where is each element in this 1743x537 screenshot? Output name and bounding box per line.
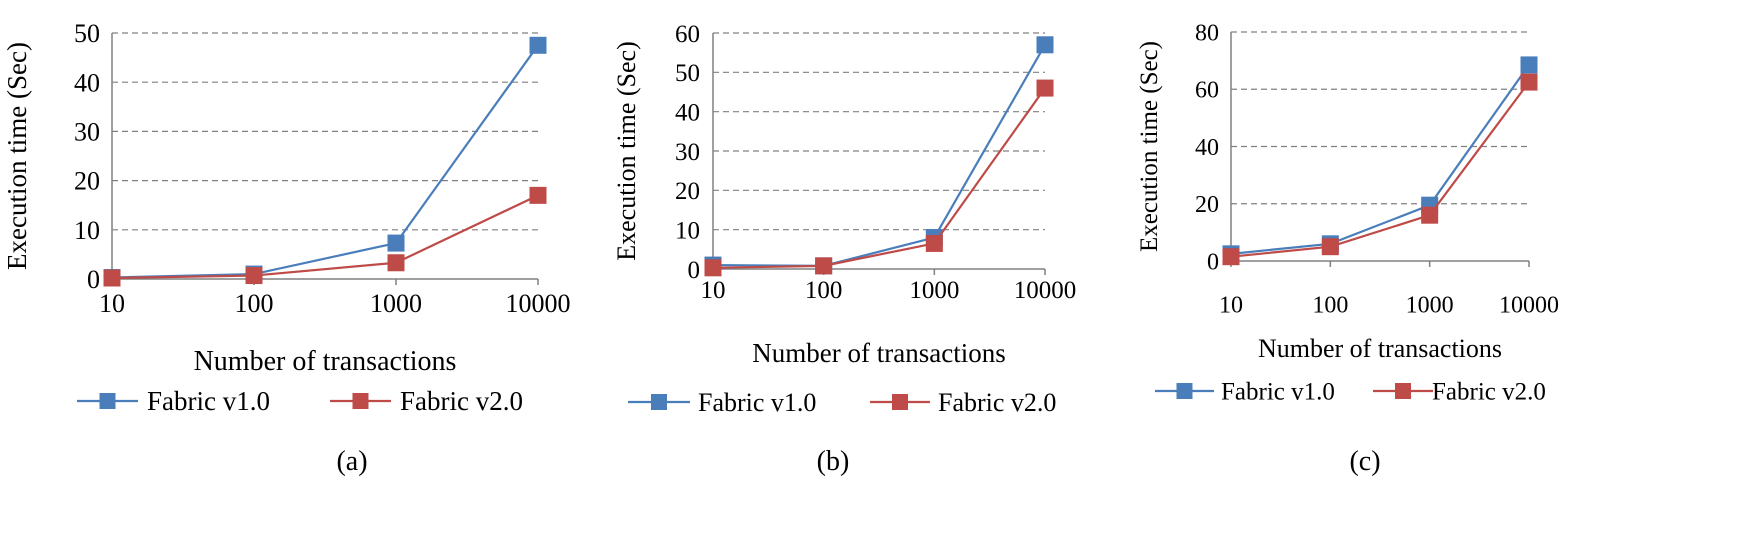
data-point bbox=[103, 269, 121, 287]
legend-label: Fabric v1.0 bbox=[698, 388, 816, 417]
data-point bbox=[925, 234, 943, 252]
legend-marker bbox=[892, 394, 908, 410]
y-tick-label: 20 bbox=[74, 167, 100, 196]
y-axis-label: Execution time (Sec) bbox=[612, 41, 641, 260]
legend-marker bbox=[352, 393, 369, 409]
series-line bbox=[111, 194, 539, 280]
x-tick-label: 1000 bbox=[1406, 292, 1454, 318]
x-axis-label: Number of transactions bbox=[194, 346, 457, 377]
x-tick-label: 100 bbox=[1312, 292, 1348, 318]
panel-label: (c) bbox=[1349, 446, 1380, 477]
y-tick-label: 10 bbox=[74, 216, 100, 245]
legend-marker bbox=[651, 394, 667, 410]
data-point bbox=[245, 267, 263, 285]
series-line bbox=[1230, 81, 1530, 258]
x-tick-label: 1000 bbox=[370, 289, 422, 318]
y-tick-label: 80 bbox=[1195, 20, 1219, 46]
y-tick-label: 20 bbox=[1195, 192, 1219, 218]
x-tick-label: 10 bbox=[1219, 292, 1243, 318]
y-tick-label: 40 bbox=[675, 99, 700, 126]
y-tick-label: 0 bbox=[1207, 249, 1219, 275]
data-point bbox=[1520, 73, 1538, 91]
chart-panel: 0 20 40 60 80 10 100 1000 10000 Number of transac… bbox=[1136, 20, 1559, 477]
legend-label: Fabric v2.0 bbox=[938, 388, 1056, 417]
x-tick-label: 10000 bbox=[1499, 292, 1559, 318]
y-tick-label: 0 bbox=[87, 265, 100, 294]
y-tick-label: 20 bbox=[675, 178, 700, 205]
x-axis-label: Number of transactions bbox=[752, 338, 1005, 368]
x-tick-label: 10 bbox=[701, 277, 726, 304]
y-tick-label: 60 bbox=[675, 21, 700, 48]
data-point bbox=[1036, 36, 1054, 54]
series-line bbox=[712, 87, 1046, 269]
legend-label: Fabric v1.0 bbox=[147, 386, 270, 416]
data-point bbox=[387, 234, 405, 252]
legend-marker bbox=[99, 393, 116, 409]
y-tick-label: 60 bbox=[1195, 78, 1219, 104]
legend-marker bbox=[1395, 383, 1411, 399]
legend-label: Fabric v2.0 bbox=[400, 386, 523, 416]
x-tick-label: 10000 bbox=[506, 289, 571, 318]
data-point bbox=[387, 254, 405, 272]
data-point bbox=[1520, 56, 1538, 74]
y-tick-label: 50 bbox=[675, 60, 700, 87]
y-tick-label: 30 bbox=[675, 139, 700, 166]
legend-label: Fabric v1.0 bbox=[1221, 378, 1335, 405]
y-tick-label: 30 bbox=[74, 118, 100, 147]
x-axis-label: Number of transactions bbox=[1258, 334, 1502, 363]
y-tick-label: 40 bbox=[74, 68, 100, 97]
data-point bbox=[529, 186, 547, 204]
legend-label: Fabric v2.0 bbox=[1432, 378, 1546, 405]
y-tick-label: 0 bbox=[688, 257, 701, 284]
x-tick-label: 100 bbox=[235, 289, 274, 318]
legend-marker bbox=[1176, 383, 1193, 399]
data-point bbox=[1421, 206, 1439, 224]
data-point bbox=[529, 36, 547, 54]
x-tick-label: 1000 bbox=[909, 277, 959, 304]
panel-label: (a) bbox=[336, 446, 367, 477]
data-point bbox=[1321, 238, 1339, 256]
x-tick-label: 100 bbox=[805, 277, 843, 304]
data-point bbox=[815, 257, 833, 275]
series-line bbox=[1230, 64, 1530, 255]
data-point bbox=[704, 259, 722, 277]
x-tick-label: 10000 bbox=[1014, 277, 1077, 304]
series-line bbox=[111, 44, 539, 279]
y-tick-label: 10 bbox=[675, 217, 700, 244]
series-line bbox=[712, 44, 1046, 267]
data-point bbox=[1222, 248, 1240, 266]
data-point bbox=[1036, 79, 1054, 97]
y-tick-label: 50 bbox=[74, 19, 100, 48]
x-tick-label: 10 bbox=[99, 289, 125, 318]
y-axis-label: Execution time (Sec) bbox=[1136, 41, 1163, 252]
panel-label: (b) bbox=[817, 446, 850, 477]
y-axis-label: Execution time (Sec) bbox=[2, 42, 32, 270]
y-tick-label: 40 bbox=[1195, 135, 1219, 161]
